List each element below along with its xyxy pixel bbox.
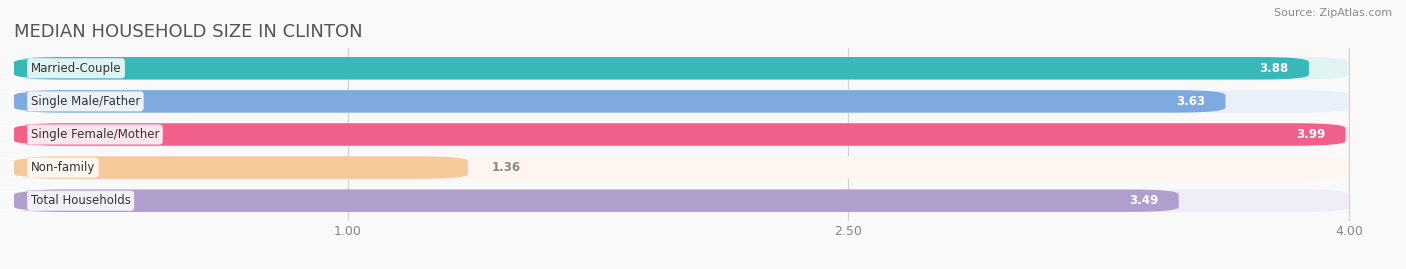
FancyBboxPatch shape <box>14 156 468 179</box>
FancyBboxPatch shape <box>14 90 1348 113</box>
Text: Single Female/Mother: Single Female/Mother <box>31 128 159 141</box>
FancyBboxPatch shape <box>14 123 1346 146</box>
Text: 3.88: 3.88 <box>1260 62 1289 75</box>
FancyBboxPatch shape <box>14 123 1348 146</box>
Text: Married-Couple: Married-Couple <box>31 62 121 75</box>
Text: Single Male/Father: Single Male/Father <box>31 95 141 108</box>
Text: Total Households: Total Households <box>31 194 131 207</box>
FancyBboxPatch shape <box>14 189 1178 212</box>
Text: MEDIAN HOUSEHOLD SIZE IN CLINTON: MEDIAN HOUSEHOLD SIZE IN CLINTON <box>14 23 363 41</box>
FancyBboxPatch shape <box>0 59 49 78</box>
FancyBboxPatch shape <box>14 90 1226 113</box>
Text: 3.49: 3.49 <box>1129 194 1159 207</box>
Text: 3.99: 3.99 <box>1296 128 1326 141</box>
FancyBboxPatch shape <box>14 156 1348 179</box>
FancyBboxPatch shape <box>0 158 49 177</box>
FancyBboxPatch shape <box>0 191 49 210</box>
Text: 3.63: 3.63 <box>1177 95 1205 108</box>
Text: 1.36: 1.36 <box>491 161 520 174</box>
Text: Non-family: Non-family <box>31 161 96 174</box>
Text: Source: ZipAtlas.com: Source: ZipAtlas.com <box>1274 8 1392 18</box>
FancyBboxPatch shape <box>0 125 49 144</box>
FancyBboxPatch shape <box>14 57 1348 80</box>
FancyBboxPatch shape <box>14 189 1348 212</box>
FancyBboxPatch shape <box>0 92 49 111</box>
FancyBboxPatch shape <box>14 57 1309 80</box>
